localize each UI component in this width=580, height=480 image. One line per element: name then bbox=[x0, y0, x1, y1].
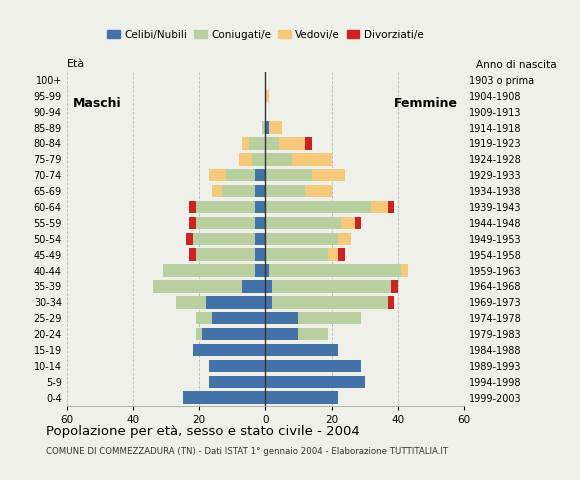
Bar bbox=[189, 216, 196, 229]
Bar bbox=[209, 375, 266, 388]
Bar bbox=[196, 328, 202, 340]
Bar bbox=[255, 169, 266, 181]
Bar bbox=[242, 280, 266, 293]
Bar bbox=[255, 201, 266, 213]
Bar bbox=[266, 280, 272, 293]
Bar bbox=[278, 137, 305, 150]
Bar bbox=[305, 185, 332, 197]
Bar bbox=[266, 312, 299, 324]
Bar bbox=[355, 216, 361, 229]
Bar bbox=[266, 296, 272, 309]
Bar bbox=[262, 121, 266, 134]
Bar bbox=[266, 264, 269, 277]
Bar bbox=[269, 264, 401, 277]
Text: Femmine: Femmine bbox=[393, 97, 458, 110]
Bar bbox=[388, 201, 394, 213]
Bar bbox=[266, 121, 269, 134]
Bar bbox=[255, 249, 266, 261]
Bar bbox=[272, 296, 388, 309]
Bar bbox=[391, 280, 398, 293]
Bar bbox=[305, 137, 311, 150]
Bar bbox=[272, 280, 391, 293]
Text: Età: Età bbox=[67, 59, 85, 69]
Bar bbox=[196, 201, 255, 213]
Text: Popolazione per età, sesso e stato civile - 2004: Popolazione per età, sesso e stato civil… bbox=[46, 425, 360, 438]
Bar bbox=[255, 216, 266, 229]
Bar bbox=[186, 233, 193, 245]
Bar bbox=[183, 392, 266, 404]
Bar bbox=[212, 312, 266, 324]
Bar bbox=[342, 216, 355, 229]
Bar bbox=[299, 312, 361, 324]
Bar bbox=[209, 360, 266, 372]
Bar bbox=[338, 233, 351, 245]
Bar bbox=[196, 312, 212, 324]
Bar bbox=[193, 233, 255, 245]
Bar bbox=[266, 137, 278, 150]
Bar bbox=[189, 201, 196, 213]
Bar bbox=[209, 169, 226, 181]
Bar bbox=[328, 249, 338, 261]
Bar bbox=[255, 233, 266, 245]
Bar bbox=[266, 153, 292, 166]
Bar bbox=[266, 249, 328, 261]
Bar bbox=[266, 201, 371, 213]
Bar bbox=[266, 360, 361, 372]
Bar bbox=[266, 185, 305, 197]
Bar bbox=[292, 153, 332, 166]
Bar bbox=[371, 201, 388, 213]
Bar bbox=[202, 328, 266, 340]
Bar bbox=[311, 169, 345, 181]
Legend: Celibi/Nubili, Coniugati/e, Vedovi/e, Divorziati/e: Celibi/Nubili, Coniugati/e, Vedovi/e, Di… bbox=[103, 25, 427, 44]
Bar bbox=[163, 264, 255, 277]
Text: COMUNE DI COMMEZZADURA (TN) - Dati ISTAT 1° gennaio 2004 - Elaborazione TUTTITAL: COMUNE DI COMMEZZADURA (TN) - Dati ISTAT… bbox=[46, 447, 448, 456]
Bar bbox=[153, 280, 242, 293]
Bar bbox=[266, 375, 365, 388]
Bar bbox=[252, 153, 266, 166]
Bar bbox=[226, 169, 255, 181]
Bar bbox=[266, 392, 338, 404]
Bar bbox=[193, 344, 266, 356]
Bar bbox=[196, 249, 255, 261]
Bar bbox=[266, 344, 338, 356]
Bar bbox=[269, 121, 282, 134]
Bar bbox=[242, 137, 249, 150]
Bar bbox=[249, 137, 266, 150]
Bar bbox=[206, 296, 266, 309]
Bar bbox=[189, 249, 196, 261]
Bar bbox=[266, 90, 269, 102]
Text: Maschi: Maschi bbox=[73, 97, 122, 110]
Bar bbox=[196, 216, 255, 229]
Bar bbox=[401, 264, 408, 277]
Bar bbox=[266, 233, 338, 245]
Bar bbox=[338, 249, 345, 261]
Bar bbox=[176, 296, 206, 309]
Bar bbox=[388, 296, 394, 309]
Bar bbox=[266, 328, 299, 340]
Bar bbox=[299, 328, 328, 340]
Text: Anno di nascita: Anno di nascita bbox=[476, 60, 557, 70]
Bar bbox=[255, 185, 266, 197]
Bar bbox=[212, 185, 222, 197]
Bar bbox=[266, 216, 342, 229]
Bar bbox=[266, 169, 311, 181]
Bar bbox=[239, 153, 252, 166]
Bar bbox=[222, 185, 255, 197]
Bar bbox=[255, 264, 266, 277]
